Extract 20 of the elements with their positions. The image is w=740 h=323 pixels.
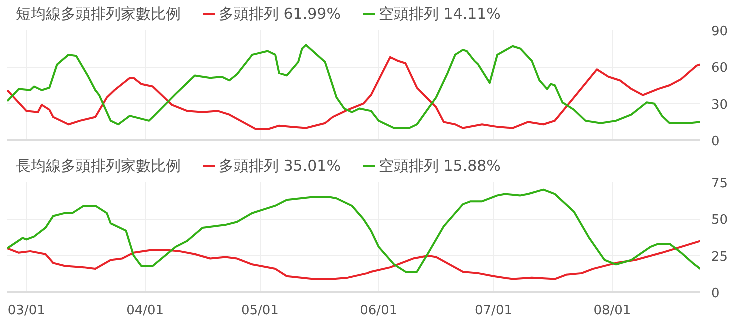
y-tick-label: 25 xyxy=(712,250,728,265)
legend-label: 多頭排列 35.01% xyxy=(219,156,341,176)
legend-label: 空頭排列 15.88% xyxy=(378,156,501,176)
y-tick-label: 90 xyxy=(712,24,728,40)
x-tick-label: 06/01 xyxy=(360,304,398,318)
y-tick-label: 0 xyxy=(712,286,720,302)
x-tick-label: 03/01 xyxy=(8,304,46,318)
y-tick-label: 0 xyxy=(712,134,720,150)
x-tick-label: 08/01 xyxy=(594,304,632,318)
legend-label: 空頭排列 14.11% xyxy=(378,4,501,24)
legend-label: 多頭排列 61.99% xyxy=(219,4,341,24)
y-tick-label: 60 xyxy=(712,61,728,76)
chart-title: 長均線多頭排列家數比例 xyxy=(16,156,181,176)
y-tick-label: 30 xyxy=(712,98,728,113)
x-tick-label: 04/01 xyxy=(126,304,164,318)
y-tick-label: 75 xyxy=(712,176,728,192)
chart-title: 短均線多頭排列家數比例 xyxy=(16,4,181,24)
x-tick-label: 07/01 xyxy=(475,304,512,318)
y-tick-label: 50 xyxy=(712,213,728,228)
x-tick-label: 05/01 xyxy=(241,304,279,318)
